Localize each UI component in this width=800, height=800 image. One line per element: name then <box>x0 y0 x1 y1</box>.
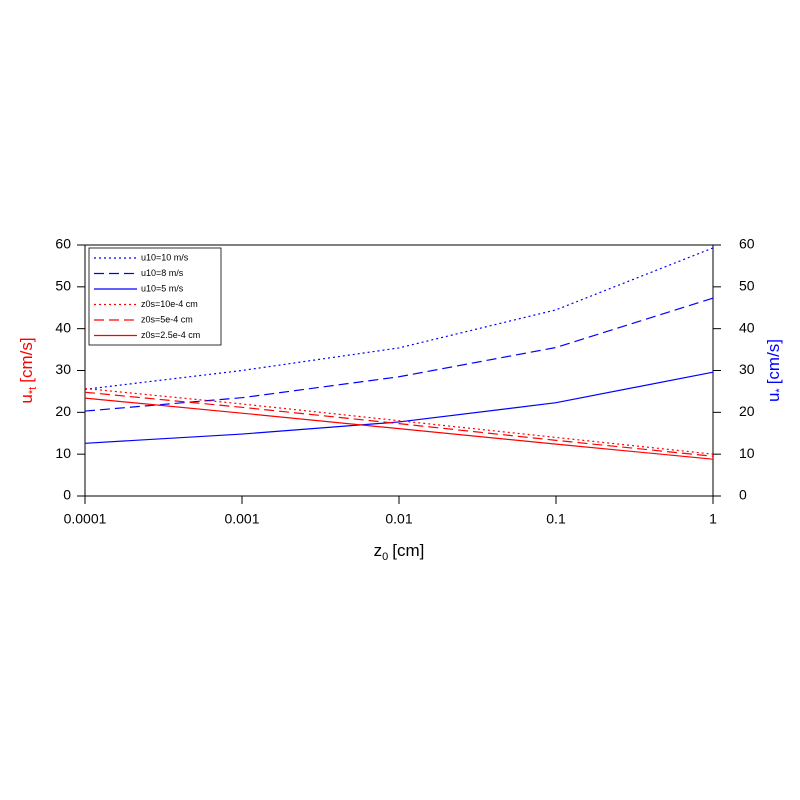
y-axis-label: u*t [cm/s] <box>17 337 38 403</box>
y2-tick-label: 40 <box>739 319 755 335</box>
series-line <box>84 247 714 390</box>
y2-axis-label-base: u <box>764 393 783 402</box>
y-axis-label-base: u <box>17 394 36 403</box>
x-tick-label: 1 <box>709 511 717 527</box>
y-tick-label: 40 <box>55 319 71 335</box>
y2-tick-label: 20 <box>739 403 755 419</box>
x-axis-label-sub: 0 <box>382 551 388 563</box>
y-tick-label: 60 <box>55 236 71 252</box>
legend-box <box>88 247 222 346</box>
x-tick-label: 0.01 <box>385 511 412 527</box>
y2-axis-label-unit: [cm/s] <box>764 339 783 384</box>
y2-tick-label: 60 <box>739 236 755 252</box>
x-tick-label: 0.001 <box>224 511 259 527</box>
series-line <box>84 397 714 460</box>
legend-label: u10=8 m/s <box>141 268 184 278</box>
y-tick-label: 10 <box>55 445 71 461</box>
y2-tick-label: 30 <box>739 361 755 377</box>
series-line <box>84 391 714 457</box>
legend-label: u10=5 m/s <box>141 283 184 293</box>
y-tick-label: 20 <box>55 403 71 419</box>
y-axis-label-sub: *t <box>27 387 39 394</box>
x-tick-label: 0.0001 <box>64 511 107 527</box>
x-axis-label-unit: [cm] <box>392 541 424 560</box>
legend-label: z0s=5e-4 cm <box>141 314 193 324</box>
y-tick-label: 30 <box>55 361 71 377</box>
y2-tick-label: 10 <box>739 445 755 461</box>
y2-axis-label-sub: * <box>774 388 786 393</box>
legend-label: u10=10 m/s <box>141 252 189 262</box>
series-line <box>84 371 714 444</box>
y2-axis-label: u* [cm/s] <box>764 339 785 402</box>
x-tick-label: 0.1 <box>546 511 566 527</box>
y-axis-label-unit: [cm/s] <box>17 337 36 382</box>
legend-label: z0s=2.5e-4 cm <box>141 330 200 340</box>
x-axis-label-base: z <box>374 541 383 560</box>
series-line <box>84 387 714 455</box>
x-axis-label: z0 [cm] <box>374 541 425 562</box>
legend-label: z0s=10e-4 cm <box>141 299 198 309</box>
y-tick-label: 0 <box>63 487 71 503</box>
y-tick-label: 50 <box>55 278 71 294</box>
y2-tick-label: 0 <box>739 487 747 503</box>
y2-tick-label: 50 <box>739 278 755 294</box>
